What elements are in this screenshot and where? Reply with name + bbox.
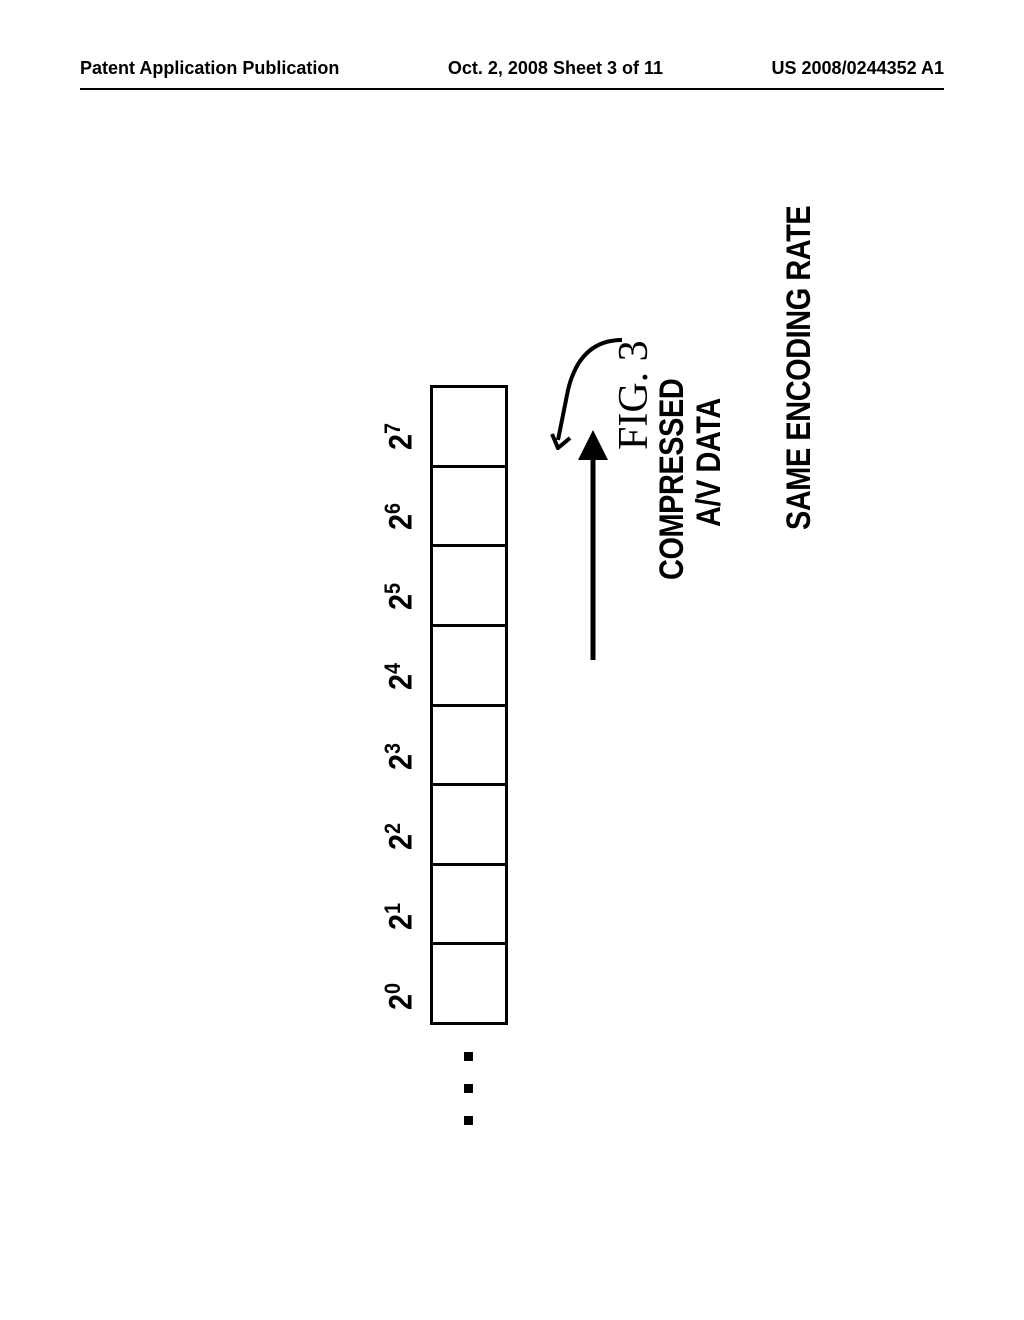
compressed-label-line1: COMPRESSED: [653, 379, 692, 580]
bit-label-1: 21: [380, 903, 420, 930]
axis-label: SAME ENCODING RATE: [780, 206, 819, 530]
bit-label-0: 20: [380, 983, 420, 1010]
bit-label-4: 24: [380, 663, 420, 690]
bit-box: [433, 624, 505, 704]
bit-label-5: 25: [380, 583, 420, 610]
bit-box: [433, 942, 505, 1022]
bit-box: [433, 783, 505, 863]
header-center: Oct. 2, 2008 Sheet 3 of 11: [448, 58, 663, 79]
bit-box: [433, 465, 505, 545]
compressed-label-line2: A/V DATA: [690, 398, 729, 527]
arrow-icon: [568, 430, 618, 660]
bit-label-7: 27: [380, 423, 420, 450]
bit-box-strip: [430, 385, 508, 1025]
bit-label-6: 26: [380, 503, 420, 530]
figure-3-diagram: FIG. 3 COMPRESSED A/V DATA 20 21 22 23 2…: [90, 140, 950, 1260]
ellipsis-dot: [464, 1052, 473, 1061]
page-header: Patent Application Publication Oct. 2, 2…: [80, 58, 944, 79]
header-rule: [80, 88, 944, 90]
header-right: US 2008/0244352 A1: [772, 58, 944, 79]
bit-label-3: 23: [380, 743, 420, 770]
bit-box: [433, 704, 505, 784]
bit-box: [433, 544, 505, 624]
ellipsis-dot: [464, 1116, 473, 1125]
header-left: Patent Application Publication: [80, 58, 339, 79]
bit-box: [433, 863, 505, 943]
ellipsis-dot: [464, 1084, 473, 1093]
bit-label-2: 22: [380, 823, 420, 850]
bit-box: [433, 388, 505, 465]
